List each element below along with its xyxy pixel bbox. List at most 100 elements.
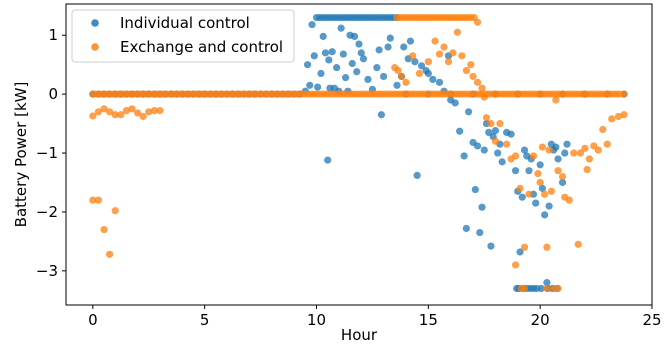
data-point <box>321 49 330 57</box>
data-point <box>380 72 388 81</box>
x-axis-ticks: 0 5 10 15 20 25 <box>88 305 662 329</box>
data-point <box>386 34 394 42</box>
x-tick-label: 25 <box>642 311 661 329</box>
data-point <box>384 43 392 51</box>
y-tick-label: −3 <box>36 262 58 280</box>
x-tick-label: 20 <box>531 311 550 329</box>
data-point <box>603 140 611 148</box>
data-point <box>491 127 500 135</box>
data-point <box>394 66 402 75</box>
data-point <box>418 62 426 70</box>
data-point <box>511 261 520 269</box>
data-point <box>570 149 578 157</box>
data-point <box>471 185 479 194</box>
data-point <box>458 52 466 60</box>
data-point <box>503 140 511 148</box>
data-point <box>537 284 545 293</box>
data-point <box>424 58 432 66</box>
data-point <box>517 284 525 293</box>
y-tick-label: 1 <box>48 26 58 44</box>
data-point <box>520 146 529 154</box>
data-point <box>413 171 421 180</box>
y-tick-label: −2 <box>36 203 58 221</box>
data-point <box>554 167 562 175</box>
data-point <box>511 152 520 160</box>
data-point <box>317 69 325 78</box>
data-point <box>324 156 332 164</box>
data-point <box>325 56 333 64</box>
data-point <box>538 143 547 151</box>
data-point <box>608 115 616 123</box>
data-point <box>303 61 312 69</box>
data-point <box>541 211 549 219</box>
data-point <box>599 125 607 134</box>
data-point <box>314 83 322 91</box>
data-point <box>355 40 363 48</box>
data-point <box>594 146 602 154</box>
data-point <box>491 137 500 145</box>
x-tick-label: 5 <box>200 311 210 329</box>
data-point <box>364 75 372 83</box>
data-point <box>552 143 560 151</box>
data-point <box>453 28 462 36</box>
data-point <box>456 127 464 135</box>
legend-label-exchange-and-control: Exchange and control <box>120 38 283 56</box>
data-point <box>359 55 368 63</box>
data-point <box>145 108 153 116</box>
data-point <box>473 142 482 150</box>
data-point <box>583 165 591 174</box>
data-point <box>435 78 444 86</box>
data-point <box>460 152 468 160</box>
data-point <box>100 105 108 113</box>
x-axis-label: Hour <box>341 326 378 344</box>
data-point <box>498 158 506 166</box>
data-point <box>306 81 314 89</box>
data-point <box>111 111 119 119</box>
data-point <box>156 107 164 115</box>
data-point <box>620 111 628 119</box>
data-point <box>89 196 97 204</box>
data-point <box>341 74 350 82</box>
data-point <box>482 114 491 122</box>
data-point <box>333 64 341 72</box>
data-point <box>350 32 359 41</box>
data-point <box>558 172 567 181</box>
data-point <box>94 108 103 116</box>
data-point <box>462 66 470 75</box>
data-point <box>400 43 408 51</box>
data-point <box>465 108 473 116</box>
plot-area <box>89 13 628 293</box>
data-point <box>467 61 475 69</box>
data-point <box>563 140 571 148</box>
y-tick-label: 0 <box>48 85 58 103</box>
data-point <box>552 96 560 104</box>
data-point <box>545 202 553 210</box>
data-point <box>337 24 345 32</box>
x-tick-label: 10 <box>307 311 326 329</box>
data-point <box>451 99 459 107</box>
legend-box <box>71 9 295 63</box>
data-point <box>440 43 448 51</box>
data-point <box>411 58 419 66</box>
data-point <box>402 78 410 86</box>
data-point <box>545 146 553 154</box>
legend-marker-exchange-and-control <box>91 43 99 51</box>
data-point <box>518 193 526 201</box>
x-tick-label: 0 <box>88 311 98 329</box>
data-point <box>462 224 470 233</box>
data-point <box>480 146 488 154</box>
data-point <box>348 59 356 68</box>
data-point <box>431 37 439 45</box>
data-point <box>525 190 533 198</box>
data-point <box>585 155 593 163</box>
data-point <box>516 248 524 256</box>
data-point <box>424 69 432 78</box>
data-point <box>478 203 486 211</box>
data-point <box>520 243 529 251</box>
data-point <box>375 46 383 54</box>
data-point <box>581 144 589 152</box>
data-point <box>100 226 108 234</box>
data-point <box>487 119 495 128</box>
data-point <box>565 196 573 204</box>
